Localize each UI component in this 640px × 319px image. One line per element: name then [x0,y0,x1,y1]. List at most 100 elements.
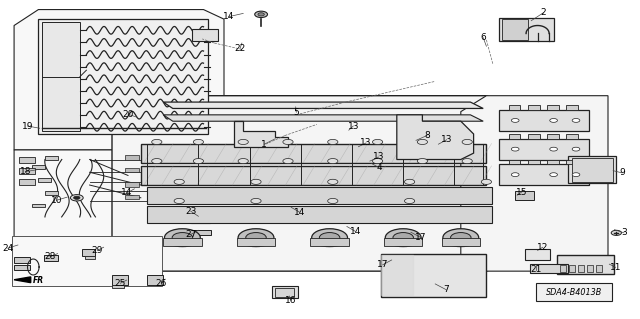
Circle shape [451,233,471,243]
Bar [163,238,202,246]
Circle shape [385,229,421,247]
Text: 26: 26 [156,279,167,288]
Circle shape [246,233,266,243]
Bar [528,134,540,139]
Circle shape [312,229,348,247]
Bar [528,160,540,164]
Bar [509,105,520,110]
Bar [569,265,575,272]
Text: 14: 14 [294,208,305,217]
Bar [272,286,298,298]
Bar [38,178,51,182]
Text: 3: 3 [621,228,627,237]
Circle shape [238,159,248,164]
Bar [19,168,35,174]
Text: FR: FR [33,276,44,285]
Text: 9: 9 [620,168,625,177]
Bar [112,275,128,285]
Circle shape [251,179,261,184]
Text: 13: 13 [373,152,385,161]
Circle shape [172,233,193,243]
Text: 8: 8 [424,131,429,140]
Text: 17: 17 [415,233,427,242]
Text: 4: 4 [376,163,381,172]
Bar [499,164,589,185]
Circle shape [152,139,162,145]
Circle shape [404,198,415,204]
Circle shape [258,13,264,16]
Circle shape [511,173,519,177]
Bar [566,134,578,139]
Circle shape [417,159,428,164]
Text: 14: 14 [121,189,132,197]
Bar [147,206,492,223]
Bar [528,105,540,110]
Polygon shape [234,121,288,147]
Text: 23: 23 [185,207,196,216]
Text: 20: 20 [122,110,134,119]
Bar [45,156,58,160]
Text: 11: 11 [610,263,621,272]
Bar [499,18,554,41]
Bar [125,155,139,160]
Circle shape [319,233,340,243]
Bar [384,238,422,246]
Polygon shape [14,277,31,283]
Text: 12: 12 [537,243,548,252]
Circle shape [193,159,204,164]
Circle shape [511,119,519,122]
Circle shape [550,119,557,122]
Circle shape [443,229,479,247]
Text: 21: 21 [531,265,542,274]
Bar [499,139,589,160]
Bar [547,134,559,139]
Bar [12,236,162,286]
Bar [275,288,294,297]
Circle shape [193,139,204,145]
Bar [112,285,124,288]
Text: 27: 27 [185,230,196,239]
Bar [547,160,559,164]
Circle shape [152,159,162,164]
Circle shape [74,196,80,199]
Bar [547,105,559,110]
Circle shape [572,147,580,151]
Circle shape [417,139,428,145]
Circle shape [462,159,472,164]
Text: 25: 25 [115,279,126,288]
Circle shape [238,229,274,247]
Circle shape [238,139,248,145]
Text: 5: 5 [294,108,299,117]
Circle shape [328,198,338,204]
Circle shape [283,159,293,164]
Circle shape [511,147,519,151]
Text: 16: 16 [285,296,297,305]
Bar [499,110,589,131]
Bar [125,168,139,172]
Circle shape [462,139,472,145]
Bar [560,265,566,272]
Bar [515,191,534,200]
Bar [509,134,520,139]
Polygon shape [14,10,224,150]
Text: 24: 24 [2,244,13,253]
Bar [572,158,613,182]
Bar [32,165,45,169]
Circle shape [174,179,184,184]
Circle shape [611,230,621,235]
Circle shape [372,159,383,164]
Bar [568,156,616,183]
Bar [45,191,58,195]
Bar [125,195,139,199]
Circle shape [372,139,383,145]
Bar [587,265,593,272]
Text: 29: 29 [92,246,103,255]
Bar [141,144,486,163]
Circle shape [70,195,83,201]
Bar [32,204,45,207]
Text: SDA4-B4013B: SDA4-B4013B [546,288,602,297]
Text: 13: 13 [360,138,372,147]
Circle shape [255,11,268,18]
Bar [442,238,480,246]
Circle shape [328,139,338,145]
